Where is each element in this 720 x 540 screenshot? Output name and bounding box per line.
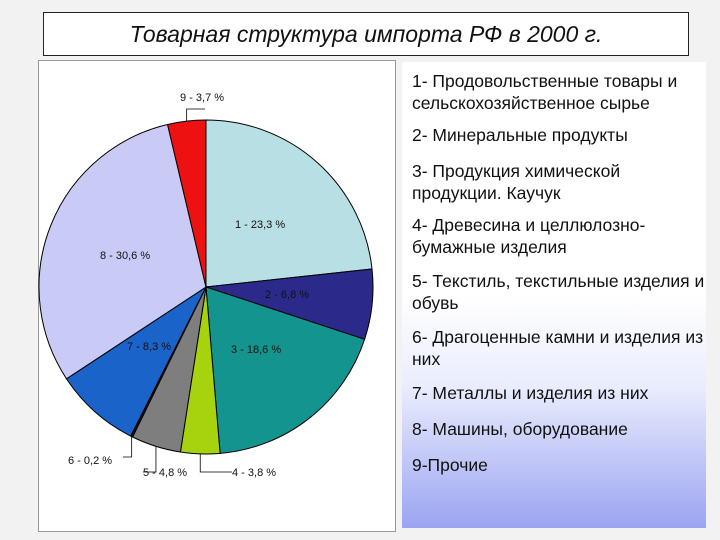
pie-slice-8 [38, 123, 207, 380]
slice-label-4: 4 - 3,8 % [232, 467, 276, 479]
legend-item-5: 5- Текстиль, текстильные изделия и обувь [412, 271, 705, 313]
chart-title: Товарная структура импорта РФ в 2000 г. [129, 20, 603, 47]
slice-label-1: 1 - 23,3 % [235, 219, 285, 231]
legend-item-2: 2- Минеральные продукты [412, 125, 628, 145]
pie-slice-1 [205, 119, 373, 288]
legend-item-9: 9-Прочие [412, 455, 488, 475]
leader-line-9 [186, 108, 205, 122]
leader-line-5 [143, 446, 157, 473]
leader-line-6 [123, 436, 133, 458]
slice-label-7: 7 - 8,3 % [127, 341, 171, 353]
legend-item-1: 1- Продовольственные товары и сельскохоз… [412, 71, 678, 113]
pie-slice-9 [166, 119, 207, 288]
legend-item-7: 7- Металлы и изделия из них [412, 383, 649, 403]
slice-label-9: 9 - 3,7 % [180, 92, 224, 104]
slice-label-8: 8 - 30,6 % [100, 250, 150, 262]
legend-item-6: 6- Драгоценные камни и изделия из них [412, 327, 704, 369]
legend-item-8: 8- Машины, оборудование [412, 419, 628, 439]
slice-label-2: 2 - 6,8 % [265, 289, 309, 301]
slice-label-6: 6 - 0,2 % [68, 455, 112, 467]
leader-line-4 [199, 453, 232, 473]
slice-label-5: 5 - 4,8 % [143, 467, 187, 479]
pie-slice-7 [65, 285, 208, 437]
legend-item-3: 3- Продукция химической продукции. Каучу… [412, 161, 621, 203]
legend: 1- Продовольственные товары и сельскохоз… [402, 62, 706, 528]
slice-label-3: 3 - 18,6 % [231, 344, 281, 356]
legend-item-4: 4- Древесина и целлюлозно-бумажные издел… [412, 215, 646, 257]
title-box: Товарная структура импорта РФ в 2000 г. [43, 12, 689, 56]
pie-slice-3 [205, 286, 366, 454]
